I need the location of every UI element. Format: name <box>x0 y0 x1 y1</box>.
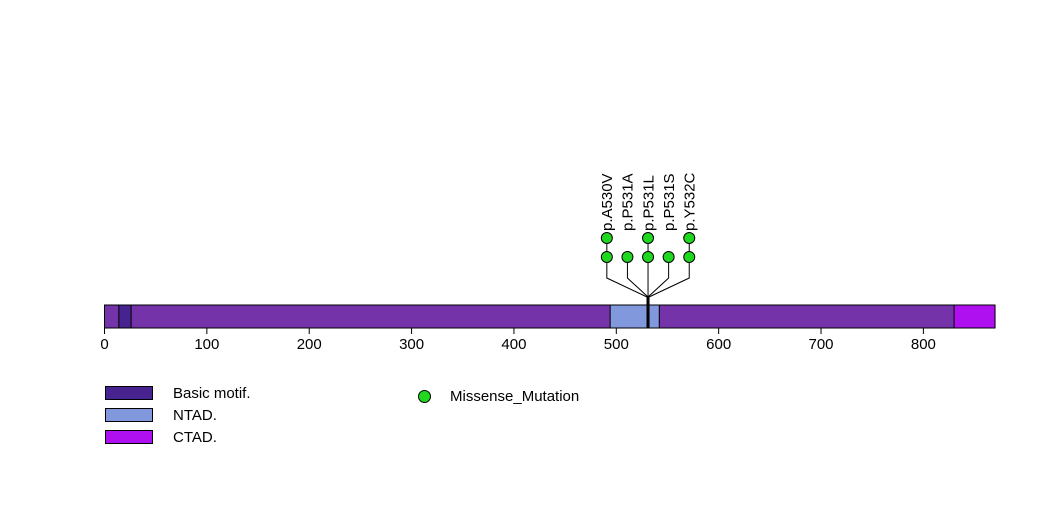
mutation-label: p.P531L <box>640 175 657 231</box>
axis-tick-label: 100 <box>194 336 219 353</box>
mutation-circle <box>600 251 613 263</box>
mutation-circle <box>600 232 613 244</box>
axis-tick-label: 500 <box>604 336 629 353</box>
legend-swatch <box>105 430 153 444</box>
mutation-label: p.A530V <box>599 173 616 231</box>
mutation-circle <box>662 251 675 263</box>
mutation-label: p.Y532C <box>681 172 698 231</box>
axis-tick-label: 200 <box>297 336 322 353</box>
legend-label: NTAD. <box>173 406 217 424</box>
domain-ntad <box>609 304 660 329</box>
axis-tick-label: 700 <box>809 336 834 353</box>
mutation-label: p.P531A <box>620 173 637 231</box>
mutation-label: p.P531S <box>661 173 678 231</box>
legend-row-ntad: NTAD. <box>105 404 251 426</box>
mutation-type-label: Missense_Mutation <box>450 387 580 405</box>
legend-row-ctad: CTAD. <box>105 426 251 448</box>
mutation-type-legend: Missense_Mutation <box>418 385 579 407</box>
mutation-circle <box>683 232 696 244</box>
domain-basicmotif <box>118 304 132 329</box>
axis-tick-label: 300 <box>399 336 424 353</box>
legend-swatch <box>105 408 153 422</box>
axis-tick-label: 600 <box>706 336 731 353</box>
mutation-circle <box>621 251 634 263</box>
axis-tick-label: 800 <box>911 336 936 353</box>
mutation-circle <box>683 251 696 263</box>
legend-row-basicmotif: Basic motif. <box>105 382 251 404</box>
protein-bar <box>104 304 996 329</box>
axis-tick-label: 400 <box>501 336 526 353</box>
domain-legend: Basic motif. NTAD. CTAD. <box>105 382 251 448</box>
mutation-circle <box>642 251 655 263</box>
domain-ctad <box>953 304 996 329</box>
legend-label: Basic motif. <box>173 384 251 402</box>
mutation-type-circle-icon <box>418 389 431 403</box>
legend-label: CTAD. <box>173 428 217 446</box>
legend-row-missense_mutation: Missense_Mutation <box>418 385 579 407</box>
mutation-circle <box>642 232 655 244</box>
axis-tick-label: 0 <box>100 336 108 353</box>
legend-swatch <box>105 386 153 400</box>
lollipop-stem <box>647 257 670 328</box>
